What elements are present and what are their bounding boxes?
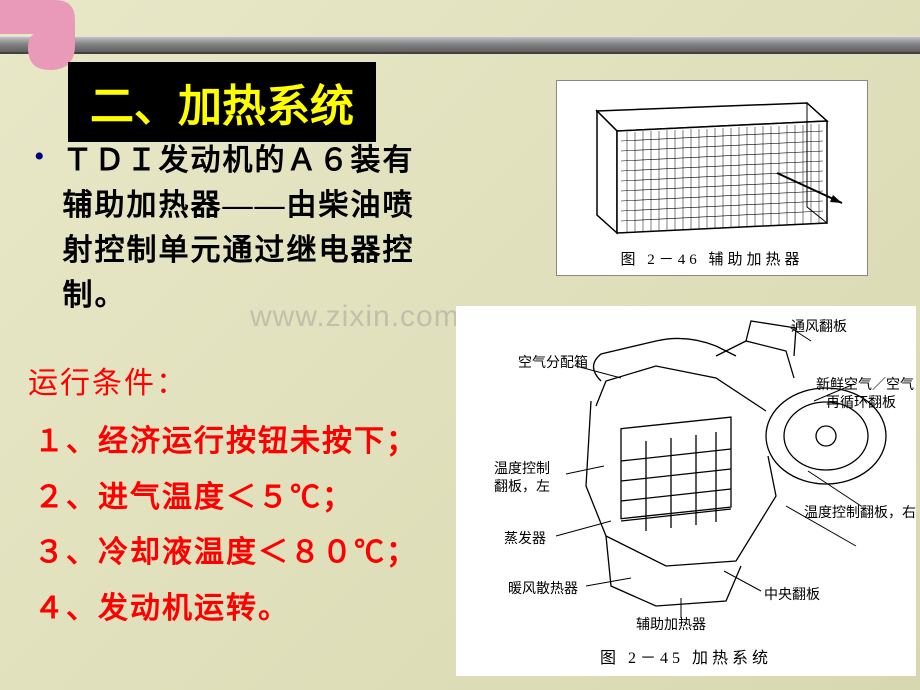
figure-top-heater: 图 2－46 辅助加热器 — [556, 80, 868, 276]
label-fresh-air: 新鲜空气／空气 — [816, 374, 914, 394]
label-temp-left1: 温度控制 — [494, 458, 550, 478]
label-recirc: 再循环翻板 — [826, 392, 896, 412]
conditions-header: 运行条件： — [28, 358, 448, 402]
label-aux-heater: 辅助加热器 — [636, 614, 706, 634]
condition-item: ３、冷却液温度＜８０℃； — [34, 525, 448, 581]
condition-item: ２、进气温度＜５℃； — [34, 470, 448, 526]
label-heater-core: 暖风散热器 — [508, 578, 578, 598]
label-vent-flap: 通风翻板 — [791, 316, 847, 336]
condition-item: １、经济运行按钮未按下； — [34, 414, 448, 470]
label-center-flap: 中央翻板 — [764, 584, 820, 604]
top-chrome-bar — [0, 36, 920, 54]
label-temp-right: 温度控制翻板，右 — [804, 502, 916, 522]
bullet-marker: • — [34, 140, 45, 174]
condition-item: ４、发动机运转。 — [34, 581, 448, 637]
heater-diagram — [577, 93, 847, 243]
section-title: 二、加热系统 — [90, 82, 354, 131]
main-paragraph: ＴＤＩ发动机的Ａ６装有辅助加热器——由柴油喷射控制单元通过继电器控制。 — [63, 138, 444, 318]
label-temp-left2: 翻板，左 — [494, 476, 550, 496]
section-title-box: 二、加热系统 — [68, 62, 376, 142]
figure-top-caption: 图 2－46 辅助加热器 — [557, 248, 867, 269]
figure-bottom-system: 空气分配箱 通风翻板 温度控制 翻板，左 蒸发器 暖风散热器 辅助加热器 中央翻… — [456, 306, 916, 676]
label-air-dist: 空气分配箱 — [518, 352, 588, 372]
label-evaporator: 蒸发器 — [504, 528, 546, 548]
figure-bottom-caption: 图 2－45 加热系统 — [456, 644, 916, 668]
conditions-block: 运行条件： １、经济运行按钮未按下； ２、进气温度＜５℃； ３、冷却液温度＜８０… — [28, 358, 448, 636]
main-body-text: • ＴＤＩ发动机的Ａ６装有辅助加热器——由柴油喷射控制单元通过继电器控制。 — [34, 138, 444, 318]
